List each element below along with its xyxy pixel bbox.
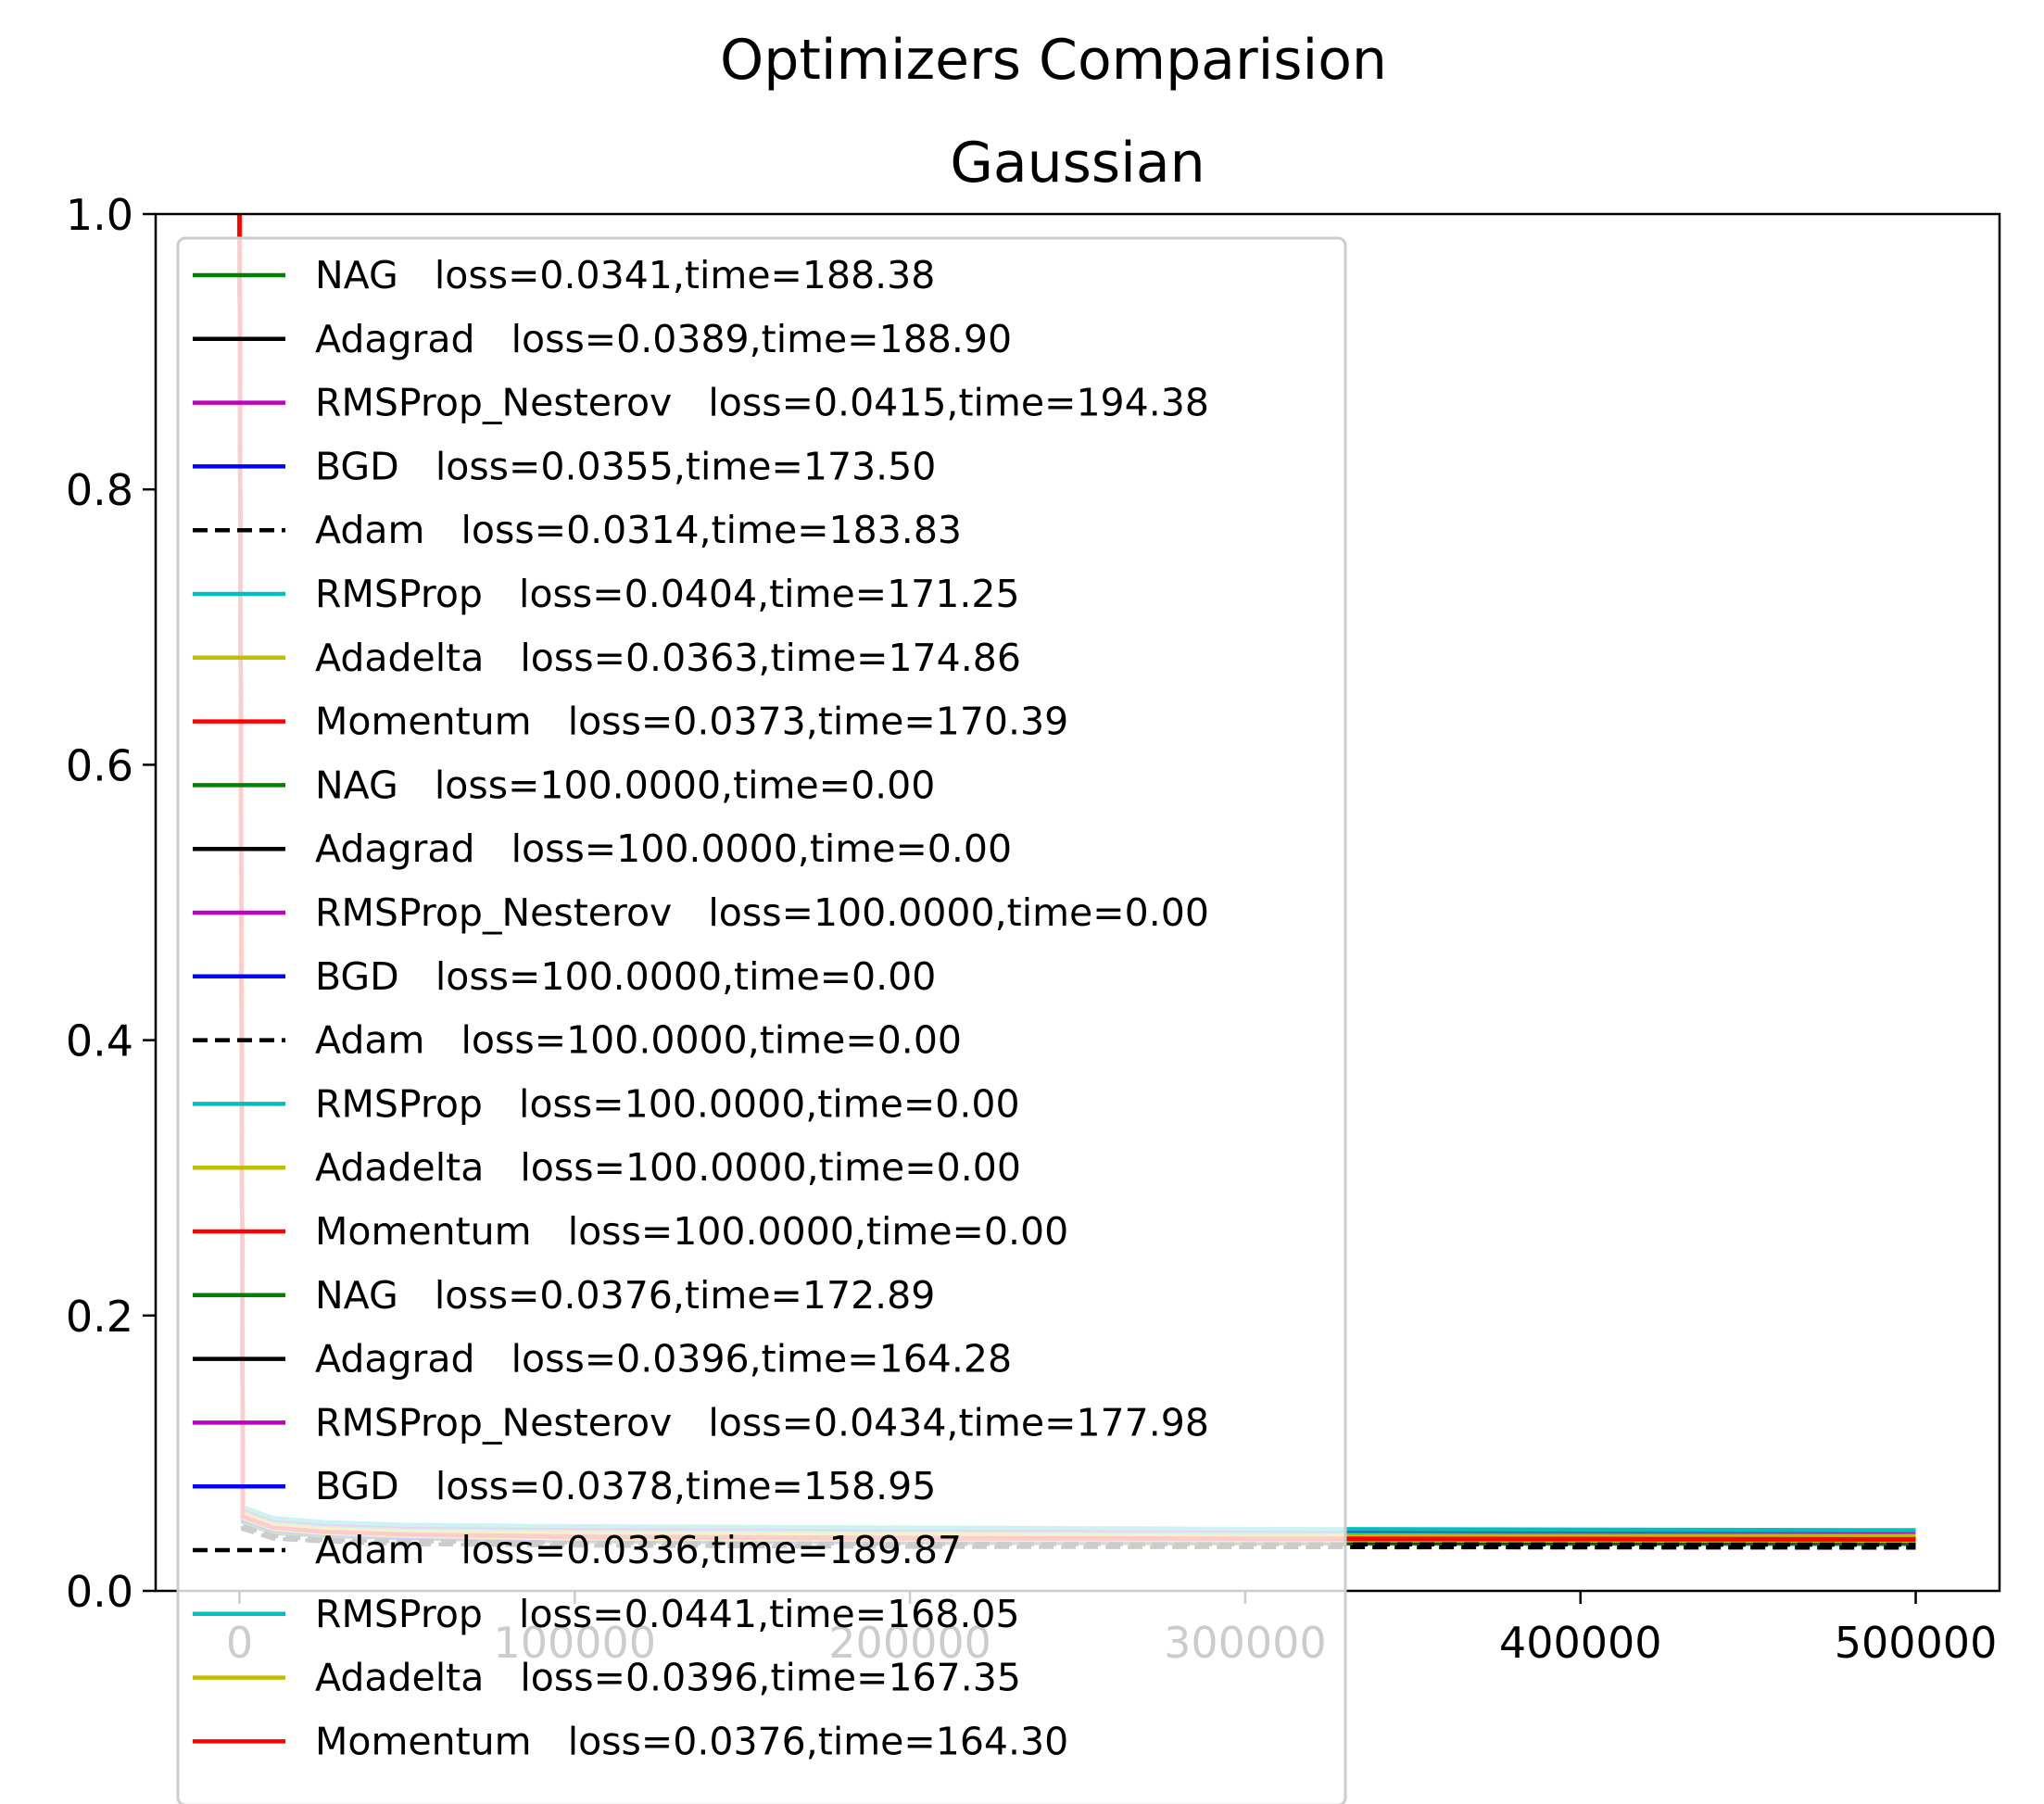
legend-label-10: Adagrad loss=100.0000,time=0.00 — [315, 826, 1012, 871]
chart-title: Optimizers Comparision — [720, 28, 1387, 93]
legend-label-16: Momentum loss=100.0000,time=0.00 — [315, 1209, 1068, 1254]
legend-label-24: Momentum loss=0.0376,time=164.30 — [315, 1719, 1068, 1763]
legend-label-3: RMSProp_Nesterov loss=0.0415,time=194.38 — [315, 381, 1209, 425]
legend-label-18: Adagrad loss=0.0396,time=164.28 — [315, 1337, 1012, 1381]
legend-label-6: RMSProp loss=0.0404,time=171.25 — [315, 572, 1020, 616]
legend-label-5: Adam loss=0.0314,time=183.83 — [315, 508, 962, 552]
legend-label-4: BGD loss=0.0355,time=173.50 — [315, 444, 936, 488]
x-tick-label-5: 500000 — [1835, 1618, 1998, 1668]
legend-label-2: Adagrad loss=0.0389,time=188.90 — [315, 317, 1012, 361]
y-tick-label-2: 0.4 — [66, 1016, 133, 1066]
legend-label-23: Adadelta loss=0.0396,time=167.35 — [315, 1656, 1021, 1700]
y-tick-label-1: 0.2 — [66, 1292, 133, 1342]
legend-label-8: Momentum loss=0.0373,time=170.39 — [315, 700, 1068, 744]
legend-label-22: RMSProp loss=0.0441,time=168.05 — [315, 1592, 1020, 1636]
y-tick-label-3: 0.6 — [66, 740, 133, 790]
legend-label-7: Adadelta loss=0.0363,time=174.86 — [315, 636, 1021, 680]
legend-label-14: RMSProp loss=100.0000,time=0.00 — [315, 1081, 1020, 1126]
x-tick-label-4: 400000 — [1499, 1618, 1662, 1668]
legend-label-9: NAG loss=100.0000,time=0.00 — [315, 763, 935, 807]
chart-subtitle: Gaussian — [950, 131, 1205, 196]
y-tick-label-0: 0.0 — [66, 1567, 133, 1617]
y-tick-label-4: 0.8 — [66, 465, 133, 515]
legend-label-12: BGD loss=100.0000,time=0.00 — [315, 954, 936, 999]
legend-label-13: Adam loss=100.0000,time=0.00 — [315, 1018, 962, 1063]
legend-label-19: RMSProp_Nesterov loss=0.0434,time=177.98 — [315, 1400, 1209, 1444]
y-tick-label-5: 1.0 — [66, 190, 133, 240]
legend-label-17: NAG loss=0.0376,time=172.89 — [315, 1273, 935, 1318]
legend-box — [176, 236, 1347, 1804]
legend-label-21: Adam loss=0.0336,time=189.87 — [315, 1528, 962, 1572]
legend-label-20: BGD loss=0.0378,time=158.95 — [315, 1464, 936, 1508]
legend-label-1: NAG loss=0.0341,time=188.38 — [315, 253, 935, 297]
legend-label-15: Adadelta loss=100.0000,time=0.00 — [315, 1145, 1021, 1190]
y-axis: 0.0 0.2 0.4 0.6 0.8 1.0 — [66, 190, 156, 1617]
legend-label-11: RMSProp_Nesterov loss=100.0000,time=0.00 — [315, 890, 1209, 935]
legend: NAG loss=0.0341,time=188.38 Adagrad loss=… — [176, 236, 1347, 1804]
